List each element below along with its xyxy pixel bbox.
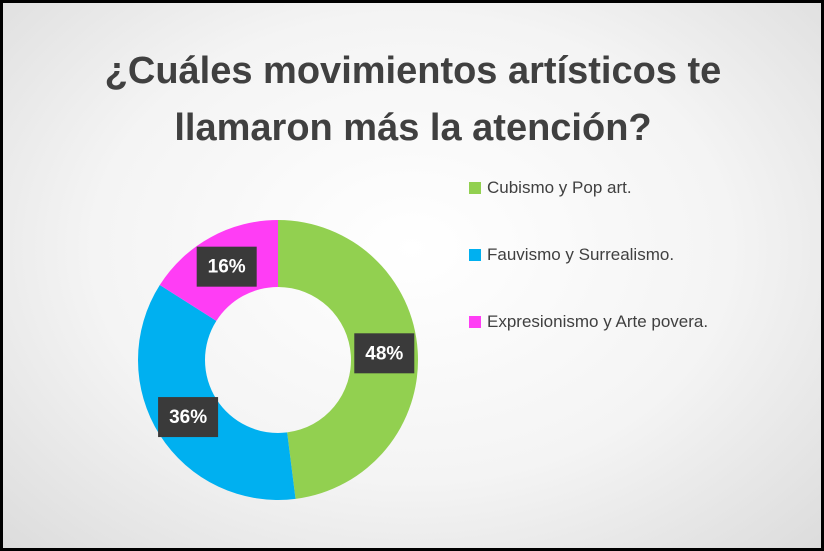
legend-swatch — [469, 182, 481, 194]
legend-label: Fauvismo y Surrealismo. — [487, 245, 675, 264]
data-label-box — [196, 246, 257, 287]
legend-item: Cubismo y Pop art. — [469, 175, 739, 201]
legend-label: Expresionismo y Arte povera. — [487, 312, 709, 331]
data-label: 16% — [208, 257, 246, 278]
data-label: 36% — [169, 407, 207, 428]
data-label-box — [158, 397, 219, 438]
legend-item: Expresionismo y Arte povera. — [469, 309, 739, 335]
legend-item: Fauvismo y Surrealismo. — [469, 242, 739, 268]
legend: Cubismo y Pop art. Fauvismo y Surrealismo… — [469, 175, 739, 376]
donut-slice — [278, 220, 419, 499]
donut-slice — [137, 284, 296, 500]
legend-swatch — [469, 249, 481, 261]
legend-swatch — [469, 316, 481, 328]
chart-title: ¿Cuáles movimientos artísticos te llamar… — [104, 50, 722, 149]
data-label-box — [354, 333, 415, 374]
data-label: 48% — [365, 343, 403, 364]
legend-label: Cubismo y Pop art. — [487, 178, 632, 197]
plot: 48% 36% 16% — [137, 220, 419, 500]
